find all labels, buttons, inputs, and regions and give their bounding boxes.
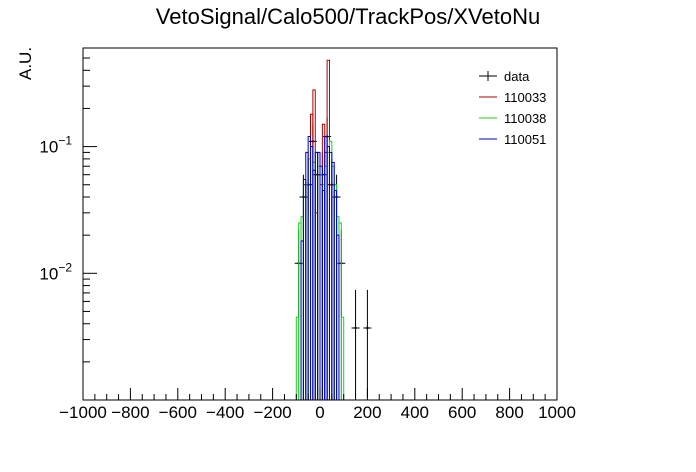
series-110033 xyxy=(310,59,333,401)
legend-entry-label: 110033 xyxy=(504,90,546,105)
legend: data 110033 110038 110051 xyxy=(479,69,546,147)
axis-layer: −1000 −800 −600 −400 −200 0 200 400 600 800 1000 10… xyxy=(39,57,576,422)
x-tick-label: 1000 xyxy=(538,403,576,422)
x-tick-label: 0 xyxy=(315,403,324,422)
y-axis-label: A.U. xyxy=(16,47,35,80)
histogram-bin xyxy=(340,316,345,401)
x-tick-label: −400 xyxy=(206,403,244,422)
x-tick-label: −1000 xyxy=(59,403,107,422)
y-tick-label: 10−1 xyxy=(39,134,72,157)
x-tick-label: 800 xyxy=(495,403,523,422)
x-tick-label: −200 xyxy=(253,403,291,422)
legend-entry-label: 110051 xyxy=(504,132,546,147)
x-tick-label: 600 xyxy=(448,403,476,422)
chart-title: VetoSignal/Calo500/TrackPos/XVetoNu xyxy=(156,4,540,29)
x-tick-label: −600 xyxy=(159,403,197,422)
y-tick-label: 10−2 xyxy=(39,260,72,283)
series-110051 xyxy=(300,136,340,401)
data-point xyxy=(354,326,357,330)
x-tick-label: 400 xyxy=(401,403,429,422)
data-point xyxy=(366,326,369,330)
histogram-bin xyxy=(336,234,340,401)
x-tick-label: −800 xyxy=(111,403,149,422)
legend-entry-label: 110038 xyxy=(504,111,546,126)
x-tick-label: 200 xyxy=(353,403,381,422)
series-layer xyxy=(294,59,372,401)
legend-entry-label: data xyxy=(504,69,530,84)
